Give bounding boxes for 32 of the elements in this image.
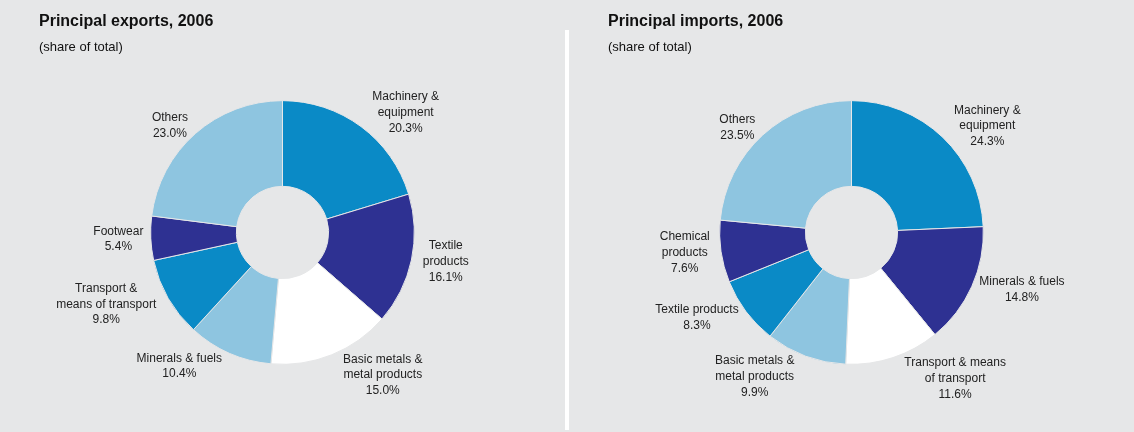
data-label: 8.3% [683,317,711,332]
slice-label: Machinery & equipment [953,102,1021,133]
chart-subtitle: (share of total) [608,39,692,54]
slice-label: Minerals & fuels [979,274,1065,289]
data-label: 9.8% [92,312,121,327]
slice-label: Transport & means of transport [56,281,157,311]
data-label: 23.0% [152,126,188,141]
slice-label: Machinery & equipment [372,89,439,119]
data-label: 20.3% [388,120,423,135]
chart-title: Principal exports, 2006 [39,12,214,29]
chart-title: Principal imports, 2006 [608,12,784,29]
slice-label: Basic metals & metal products [343,351,423,382]
data-label: 24.3% [970,134,1005,149]
data-label: 16.1% [428,269,464,284]
slice-label: Chemical products [659,229,710,259]
slice-label: Others [719,112,756,127]
chart-subtitle: (share of total) [39,39,123,54]
data-label: 9.9% [741,384,769,399]
data-label: 23.5% [720,127,755,142]
data-label: 7.6% [671,260,699,275]
slice-label: Transport & means of transport [904,355,1006,385]
data-label: 14.8% [1004,289,1040,304]
slice-label: Footwear [93,223,144,238]
data-label: 15.0% [365,382,401,397]
data-label: 11.6% [938,386,973,401]
slice-label: Textile products [422,238,469,269]
data-label: 10.4% [162,366,197,381]
slice-label: Others [151,110,188,125]
slice-label: Minerals & fuels [136,350,222,365]
data-label: 5.4% [104,239,133,254]
slice-label: Basic metals & metal products [715,353,795,383]
slice-label: Textile products [655,302,739,317]
